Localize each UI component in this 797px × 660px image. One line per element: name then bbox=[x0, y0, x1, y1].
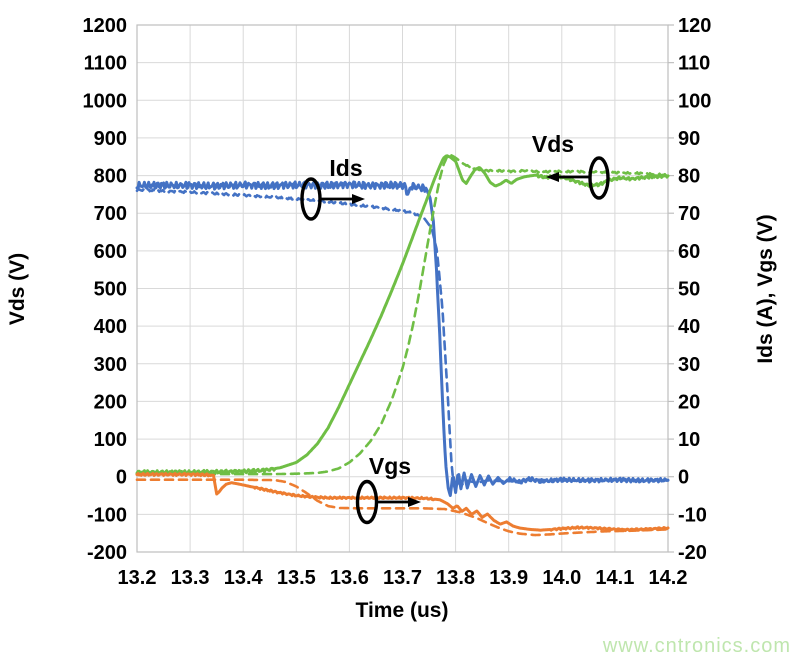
annotation-ids: Ids bbox=[300, 155, 365, 221]
left-axis-tick-label: 600 bbox=[94, 241, 127, 263]
left-axis-tick-label: 1200 bbox=[83, 15, 128, 37]
annotation-arrow-head bbox=[352, 194, 365, 204]
right-axis-tick-label: 80 bbox=[678, 166, 700, 188]
series-vds-dashed bbox=[135, 153, 670, 476]
x-axis-tick-label: 13.9 bbox=[489, 567, 528, 589]
annotation-label: Ids bbox=[329, 155, 362, 181]
left-axis-tick-label: 200 bbox=[94, 391, 127, 413]
annotations: Ids Vds Vgs bbox=[300, 131, 610, 525]
annotation-ellipse bbox=[355, 479, 379, 525]
left-axis-tick-label: 100 bbox=[94, 429, 127, 451]
left-axis-tick-label: 400 bbox=[94, 316, 127, 338]
right-axis-tick-label: 50 bbox=[678, 279, 700, 301]
right-axis-tick-label: 90 bbox=[678, 128, 700, 150]
right-axis-tick-label: 110 bbox=[678, 53, 710, 75]
annotation-ellipse bbox=[588, 156, 610, 200]
left-axis-tick-label: 800 bbox=[94, 166, 127, 188]
series-vds-solid bbox=[135, 154, 670, 476]
x-axis-title: Time (us) bbox=[356, 599, 449, 622]
series-vgs-dashed bbox=[135, 478, 670, 537]
x-axis-tick-label: 13.6 bbox=[330, 567, 369, 589]
annotation-vgs: Vgs bbox=[355, 453, 421, 525]
right-axis-tick-label: -10 bbox=[678, 504, 707, 526]
right-axis-tick-label: 60 bbox=[678, 241, 700, 263]
left-axis-tick-label: -100 bbox=[87, 504, 127, 526]
x-axis-tick-label: 14.2 bbox=[649, 567, 688, 589]
axis-ticks bbox=[668, 24, 674, 553]
right-axis-tick-label: 20 bbox=[678, 391, 700, 413]
annotation-vds: Vds bbox=[532, 131, 610, 200]
annotation-arrow-head bbox=[408, 497, 421, 507]
left-axis-tick-label: 700 bbox=[94, 203, 127, 225]
left-axis-tick-label: 0 bbox=[116, 467, 127, 489]
right-axis-tick-label: 0 bbox=[678, 467, 689, 489]
waveform-series bbox=[135, 153, 670, 537]
annotation-label: Vgs bbox=[369, 453, 411, 479]
right-axis-tick-label: 100 bbox=[678, 90, 711, 112]
left-axis-tick-label: 900 bbox=[94, 128, 127, 150]
right-axis-tick-label: 10 bbox=[678, 429, 700, 451]
watermark-text: www.cntronics.com bbox=[602, 635, 791, 657]
left-axis-tick-label: 500 bbox=[94, 279, 127, 301]
x-axis-tick-label: 13.3 bbox=[171, 567, 210, 589]
left-axis-title: Vds (V) bbox=[6, 253, 29, 325]
x-axis-tick-label: 13.7 bbox=[383, 567, 422, 589]
x-axis-tick-label: 14.0 bbox=[542, 567, 581, 589]
x-axis-tick-label: 14.1 bbox=[595, 567, 634, 589]
left-axis-tick-label: 1100 bbox=[84, 53, 127, 75]
right-axis-tick-label: 120 bbox=[678, 15, 711, 37]
series-vgs-solid bbox=[135, 472, 670, 532]
right-axis-title: Ids (A), Vgs (V) bbox=[754, 214, 777, 363]
right-axis-tick-label: 30 bbox=[678, 354, 700, 376]
annotation-ellipse bbox=[300, 177, 322, 221]
annotation-arrow-head bbox=[546, 172, 559, 182]
x-axis-tick-label: 13.5 bbox=[277, 567, 316, 589]
left-axis-tick-label: 300 bbox=[94, 354, 127, 376]
right-axis-tick-label: 40 bbox=[678, 316, 700, 338]
right-axis-tick-label: -20 bbox=[678, 542, 707, 564]
x-axis-tick-label: 13.2 bbox=[118, 567, 157, 589]
left-axis-tick-label: -200 bbox=[87, 542, 127, 564]
x-axis-tick-label: 13.4 bbox=[224, 567, 264, 589]
series-ids-dashed bbox=[135, 188, 670, 489]
annotation-label: Vds bbox=[532, 131, 574, 157]
right-axis-tick-label: 70 bbox=[678, 203, 700, 225]
left-axis-tick-label: 1000 bbox=[83, 90, 128, 112]
x-axis-tick-label: 13.8 bbox=[436, 567, 475, 589]
